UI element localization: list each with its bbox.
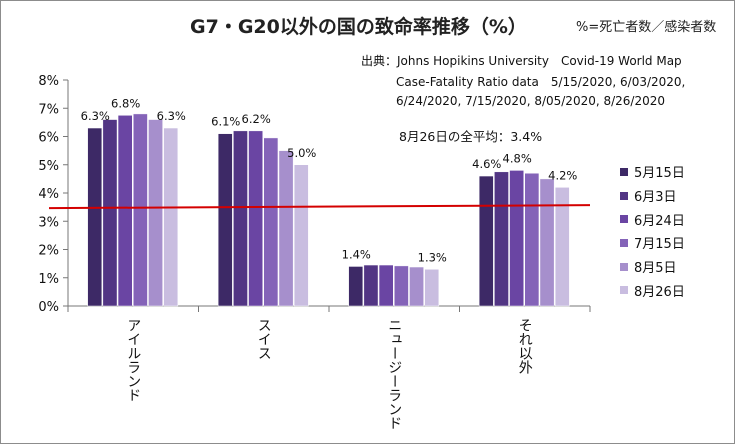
bar — [133, 113, 148, 307]
y-tick-label: 3% — [38, 215, 59, 230]
bar — [424, 269, 440, 307]
legend-label: 6月3日 — [634, 190, 677, 206]
category-label: スイス — [256, 318, 272, 360]
legend-item: 7月15日 — [620, 231, 685, 255]
bar — [233, 130, 248, 307]
legend-item: 6月3日 — [620, 184, 685, 208]
bar — [363, 264, 379, 307]
legend-swatch — [620, 238, 628, 247]
bar — [494, 171, 509, 307]
legend-item: 5月15日 — [620, 160, 685, 184]
bar — [293, 164, 309, 307]
bar — [217, 133, 233, 307]
bar — [87, 127, 103, 307]
category-label: それ以外 — [517, 318, 533, 374]
category-label: アイルランド — [125, 318, 141, 402]
bar — [102, 119, 118, 307]
data-label: 4.6% — [472, 157, 501, 171]
bar — [163, 127, 179, 307]
legend-item: 8月26日 — [620, 278, 685, 302]
y-tick-label: 0% — [38, 300, 59, 315]
legend-label: 6月24日 — [634, 213, 685, 229]
bar — [348, 266, 364, 307]
legend-label: 8月26日 — [634, 284, 685, 300]
bar — [539, 178, 555, 307]
legend-swatch — [620, 191, 628, 200]
chart-title: G7・G20以外の国の致命率推移（%） — [190, 16, 527, 38]
data-label: 4.8% — [503, 151, 532, 165]
bar — [554, 187, 570, 307]
bar — [409, 266, 424, 307]
y-tick-label: 2% — [38, 244, 59, 259]
bar — [278, 150, 294, 307]
y-tick-label: 6% — [38, 131, 59, 146]
bar — [148, 119, 163, 307]
average-note: 8月26日の全平均：3.4% — [399, 129, 543, 144]
bar — [524, 172, 540, 307]
legend-swatch — [620, 286, 628, 295]
category-label: ニュージーランド — [386, 318, 402, 430]
source-line-1: 出典：Johns Hopikins University Covid-19 Wo… — [361, 54, 682, 68]
source-line-2: Case-Fatality Ratio data 5/15/2020, 6/03… — [396, 75, 686, 89]
y-tick-label: 5% — [38, 159, 59, 174]
legend-swatch — [620, 262, 628, 271]
data-label: 5.0% — [287, 146, 316, 160]
data-label: 6.8% — [111, 96, 140, 110]
y-tick-label: 8% — [38, 74, 59, 89]
data-label: 1.4% — [342, 247, 371, 261]
legend-label: 7月15日 — [634, 237, 685, 253]
data-label: 6.2% — [242, 112, 271, 126]
bar — [263, 137, 279, 307]
data-label: 4.2% — [548, 168, 577, 182]
legend-swatch — [620, 215, 628, 224]
data-label: 1.3% — [418, 250, 447, 264]
bar — [509, 170, 524, 307]
data-label: 6.3% — [157, 109, 186, 123]
y-tick-label: 7% — [38, 102, 59, 117]
legend: 5月15日 6月3日 6月24日 7月15日 8月5日 8月26日 — [620, 160, 685, 302]
source-line-3: 6/24/2020, 7/15/2020, 8/05/2020, 8/26/20… — [396, 94, 666, 108]
data-label: 6.3% — [81, 109, 110, 123]
legend-label: 5月15日 — [634, 166, 685, 182]
bar — [378, 264, 394, 307]
average-reference-line — [48, 204, 591, 210]
legend-item: 8月5日 — [620, 255, 685, 279]
legend-label: 8月5日 — [634, 261, 677, 277]
unit-note: %=死亡者数／感染者数 — [576, 20, 717, 35]
data-label: 6.1% — [211, 115, 240, 129]
legend-swatch — [620, 167, 628, 176]
y-tick-label: 4% — [38, 187, 59, 202]
bar — [248, 130, 264, 307]
bar — [394, 265, 409, 307]
y-tick-label: 1% — [38, 272, 59, 287]
bar — [478, 175, 494, 307]
legend-item: 6月24日 — [620, 207, 685, 231]
bar — [117, 115, 133, 307]
